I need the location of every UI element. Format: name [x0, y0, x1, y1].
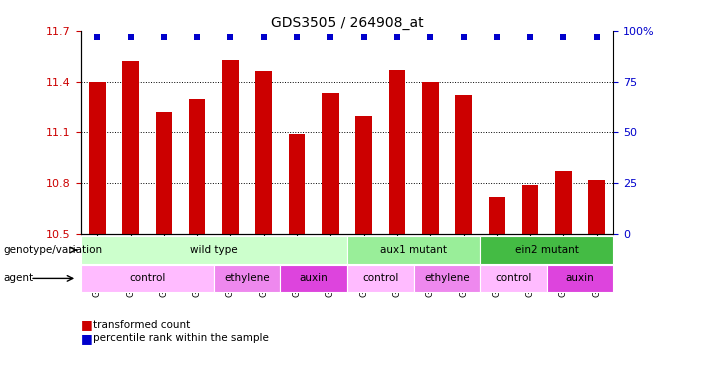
Bar [388, 70, 405, 234]
Point [524, 33, 536, 40]
Text: ■: ■ [81, 332, 93, 345]
Bar [555, 172, 572, 234]
Point [325, 33, 336, 40]
Text: ein2 mutant: ein2 mutant [515, 245, 579, 255]
Point [92, 33, 103, 40]
Text: ethylene: ethylene [424, 273, 470, 283]
Point [125, 33, 136, 40]
Text: auxin: auxin [566, 273, 594, 283]
Text: ethylene: ethylene [224, 273, 270, 283]
Bar [355, 116, 372, 234]
Bar [89, 81, 106, 234]
Point [292, 33, 303, 40]
Text: ■: ■ [81, 318, 93, 331]
Point [425, 33, 436, 40]
Text: auxin: auxin [299, 273, 328, 283]
Point [191, 33, 203, 40]
Bar [322, 93, 339, 234]
Point [491, 33, 503, 40]
Text: control: control [496, 273, 531, 283]
Text: percentile rank within the sample: percentile rank within the sample [93, 333, 269, 343]
Bar [522, 185, 538, 234]
Bar [455, 95, 472, 234]
Point [591, 33, 602, 40]
Title: GDS3505 / 264908_at: GDS3505 / 264908_at [271, 16, 423, 30]
Point [258, 33, 269, 40]
Text: genotype/variation: genotype/variation [4, 245, 102, 255]
Bar [255, 71, 272, 234]
Text: control: control [362, 273, 398, 283]
Bar [156, 112, 172, 234]
Point [158, 33, 170, 40]
Point [458, 33, 469, 40]
Text: control: control [129, 273, 165, 283]
Text: wild type: wild type [190, 245, 238, 255]
Point [225, 33, 236, 40]
Bar [122, 61, 139, 234]
Bar [289, 134, 306, 234]
Bar [489, 197, 505, 234]
Bar [189, 99, 205, 234]
Text: aux1 mutant: aux1 mutant [380, 245, 447, 255]
Text: agent: agent [4, 273, 34, 283]
Point [558, 33, 569, 40]
Point [358, 33, 369, 40]
Text: transformed count: transformed count [93, 320, 191, 330]
Bar [222, 60, 239, 234]
Bar [422, 81, 439, 234]
Bar [588, 180, 605, 234]
Point [391, 33, 402, 40]
